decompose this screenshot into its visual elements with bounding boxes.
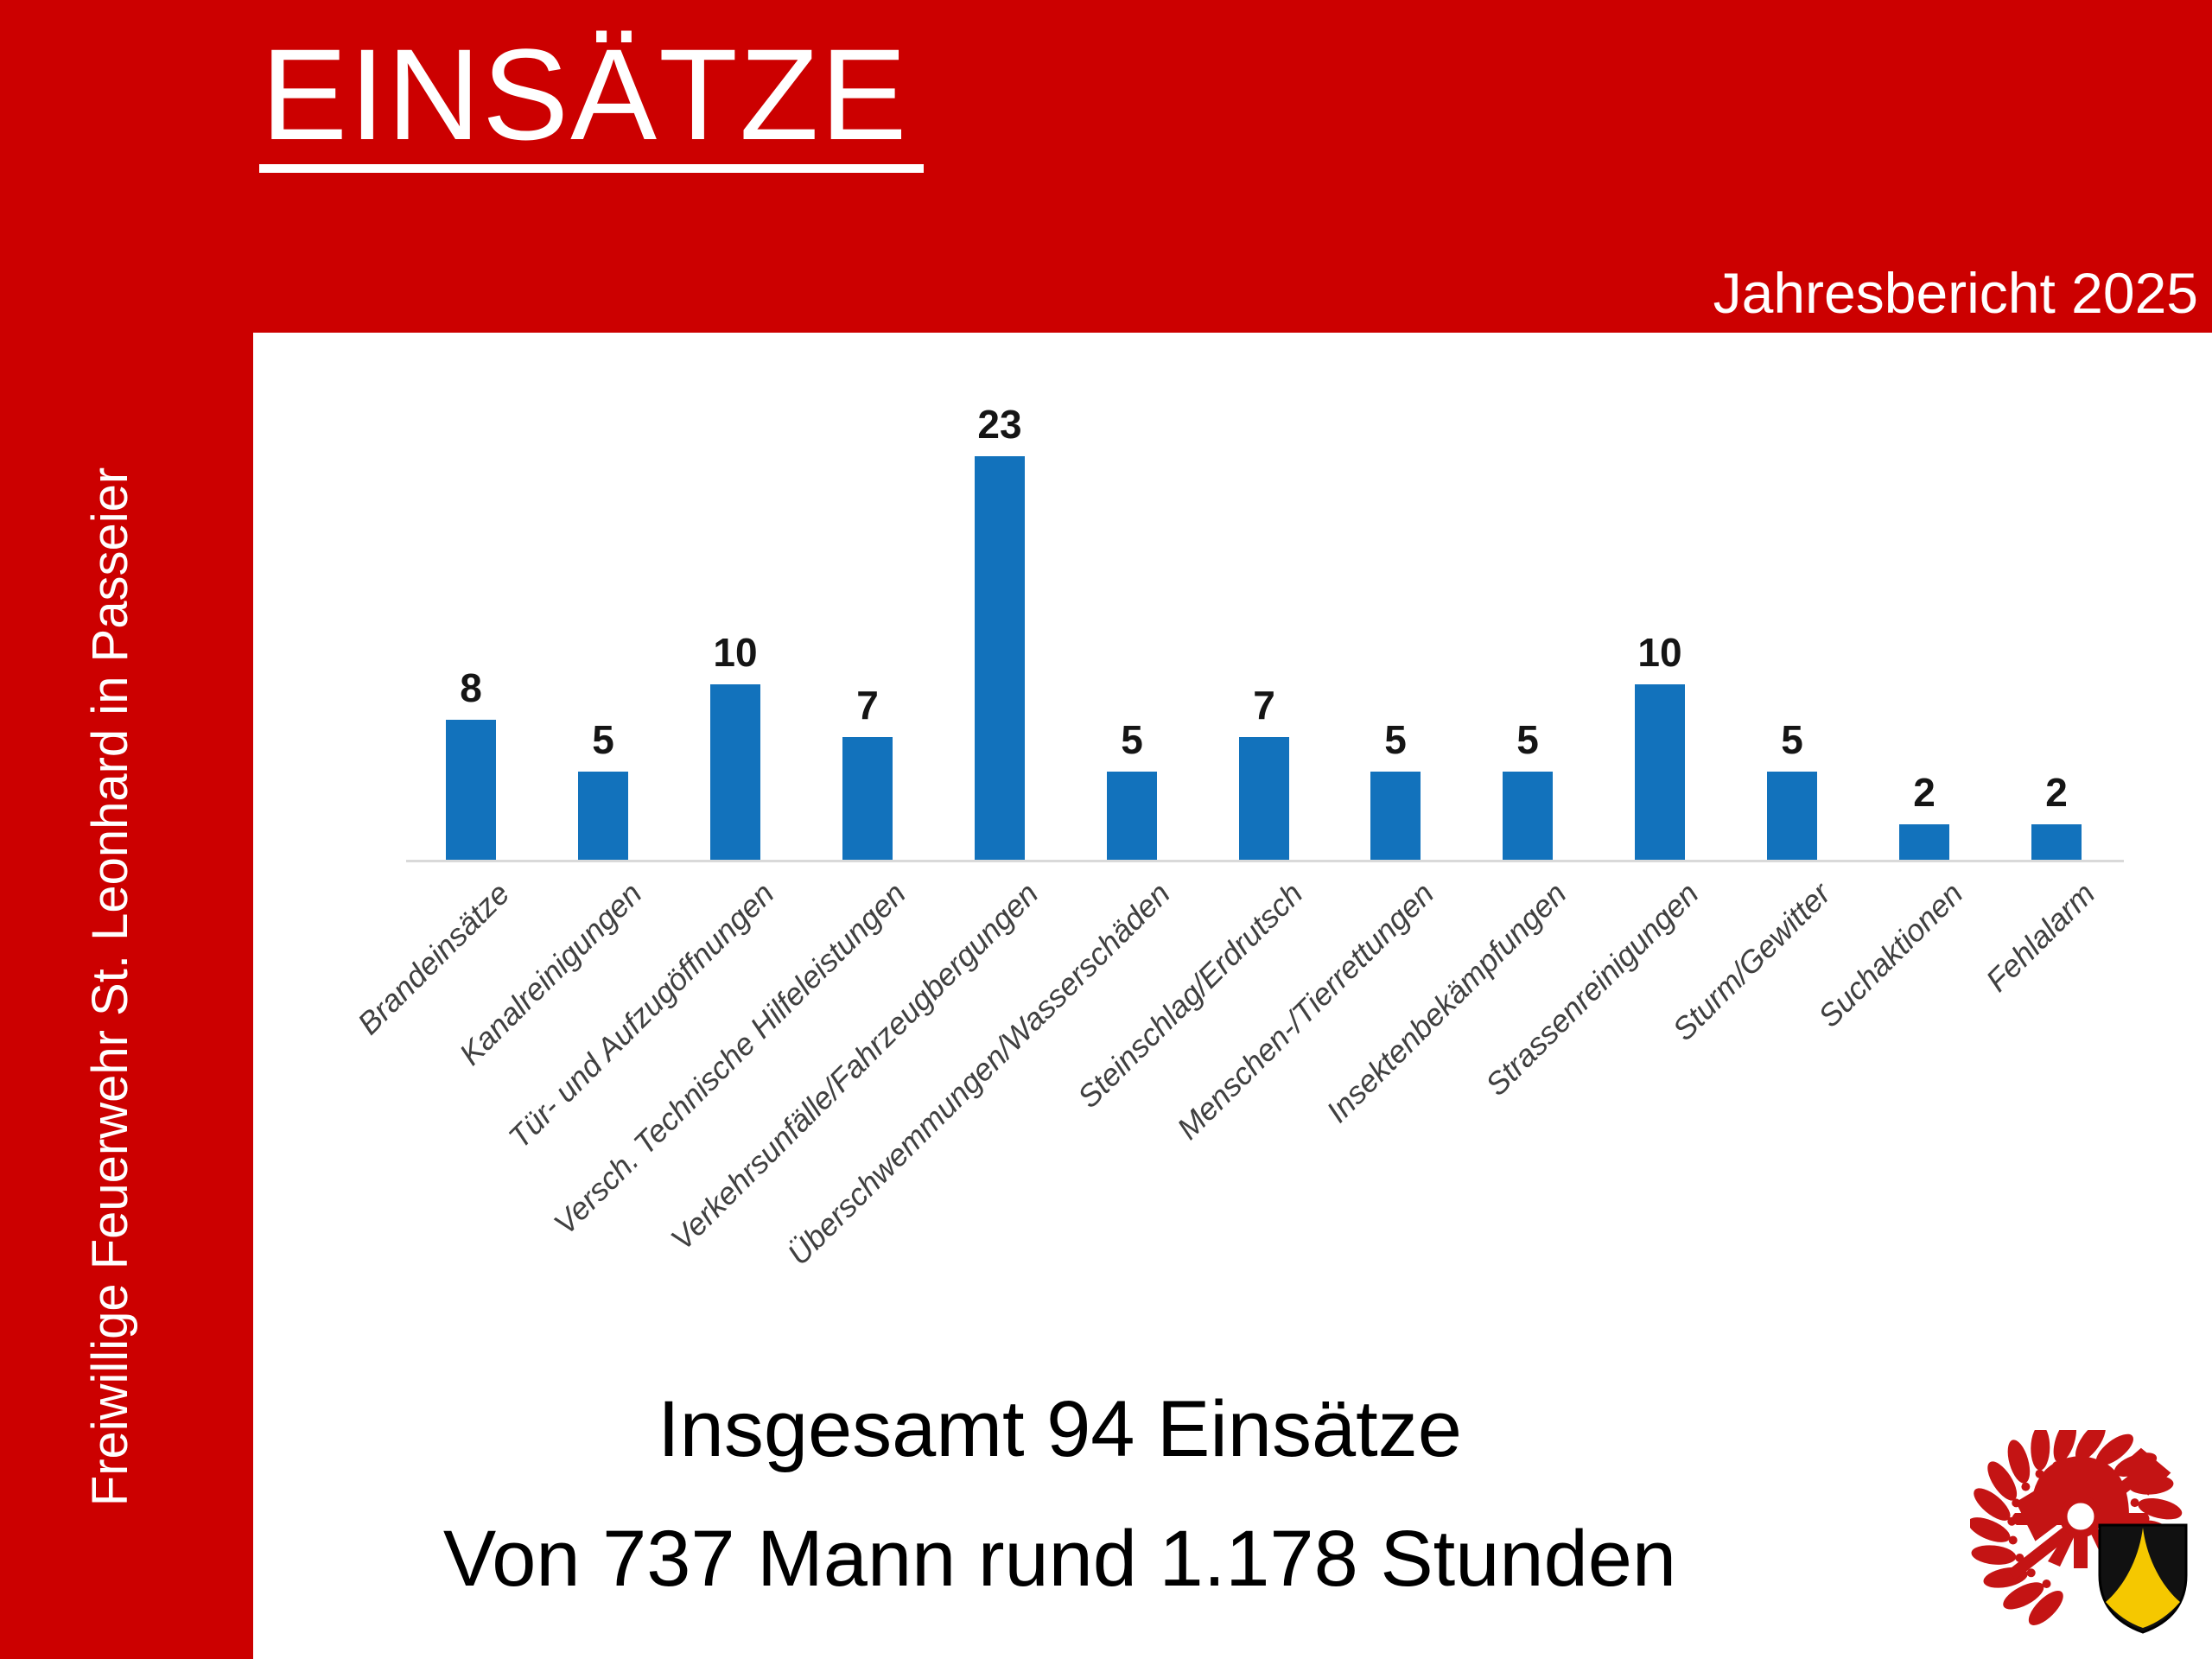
fire-brigade-logo (1970, 1430, 2188, 1634)
bar-3 (842, 737, 893, 860)
bar-11 (1899, 824, 1949, 860)
bar-value-label: 23 (977, 402, 1022, 447)
bar-2 (710, 684, 760, 860)
bar-value-label: 5 (592, 717, 614, 762)
bar-value-label: 7 (1253, 683, 1275, 728)
page-title: EINSÄTZE (259, 29, 925, 173)
bar-value-label: 7 (856, 683, 879, 728)
left-red-band (0, 0, 253, 1659)
bar-value-label: 2 (2045, 770, 2068, 815)
bar-5 (1107, 772, 1157, 860)
bar-10 (1767, 772, 1817, 860)
summary-mann-stunden: Von 737 Mann rund 1.178 Stunden (442, 1515, 1677, 1603)
summary-total-einsaetze: Insgesamt 94 Einsätze (658, 1385, 1462, 1473)
bar-value-label: 5 (1781, 717, 1803, 762)
coat-of-arms-shield-icon (2098, 1523, 2188, 1634)
category-label: Fehlalarm (1979, 875, 2102, 999)
bar-value-label: 5 (1384, 717, 1407, 762)
bar-9 (1635, 684, 1685, 860)
category-label: Insektenbekämpfungen (1319, 875, 1573, 1129)
bar-0 (446, 720, 496, 860)
bar-value-label: 5 (1121, 717, 1143, 762)
bar-1 (578, 772, 628, 860)
bar-value-label: 2 (1913, 770, 1936, 815)
bar-7 (1370, 772, 1421, 860)
bar-value-label: 10 (1637, 630, 1682, 675)
bar-6 (1239, 737, 1289, 860)
bar-value-label: 8 (460, 665, 482, 710)
bar-12 (2031, 824, 2082, 860)
x-axis-line (406, 860, 2124, 862)
bar-8 (1503, 772, 1553, 860)
category-label: Tür- und Aufzugöffnungen (500, 875, 781, 1155)
bar-4 (975, 456, 1025, 860)
report-year-label: Jahresbericht 2025 (1713, 261, 2198, 325)
category-label: Steinschlag/Erdrutsch (1070, 875, 1310, 1115)
category-label: Menschen-/Tierrettungen (1170, 875, 1441, 1147)
bar-value-label: 5 (1516, 717, 1539, 762)
bar-value-label: 10 (713, 630, 758, 675)
